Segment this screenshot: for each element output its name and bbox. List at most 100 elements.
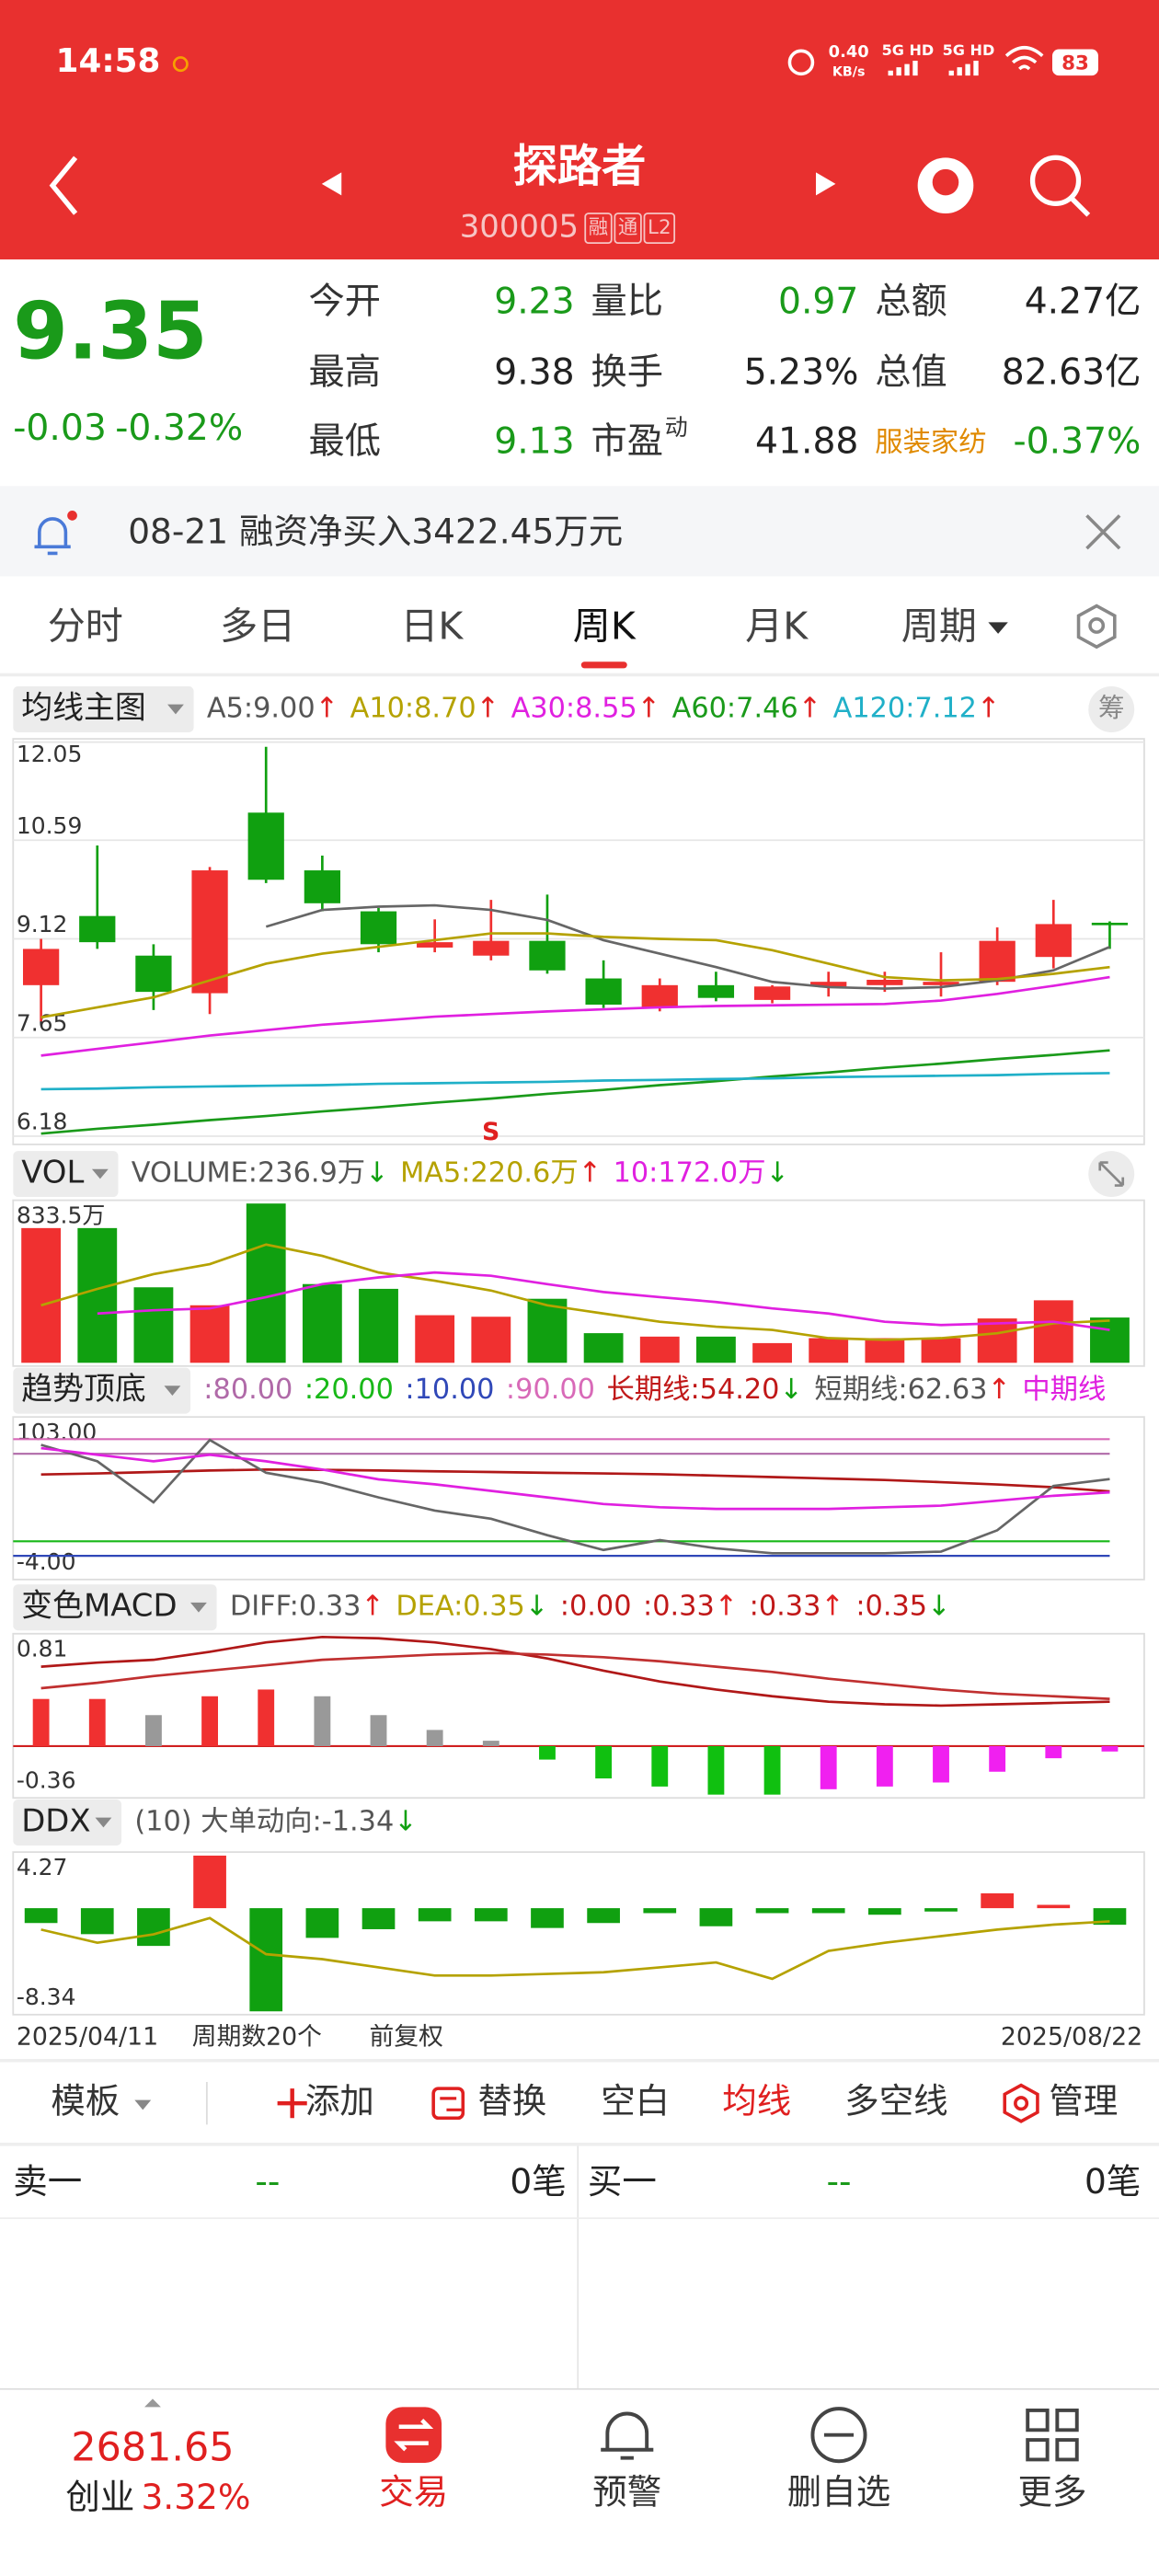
bar (865, 1338, 905, 1363)
search-icon[interactable] (1029, 155, 1082, 206)
y-tick-label: 10.59 (17, 812, 82, 839)
bar (695, 1336, 736, 1363)
bar (587, 1908, 620, 1924)
indicator-line (40, 1243, 1110, 1341)
field-label: 最低 (309, 420, 381, 462)
field-value: 5.23% (744, 351, 859, 393)
alarm-icon (787, 49, 815, 76)
price-change-pct: -0.32% (115, 408, 243, 449)
tab[interactable]: 多日 (220, 604, 295, 649)
field-value: 0.97 (778, 282, 858, 323)
bar (314, 1696, 331, 1746)
chip-button[interactable] (1088, 686, 1135, 732)
indicator-value: :90.00 (506, 1374, 595, 1406)
signal-marker: S (482, 1118, 499, 1146)
bar (981, 1892, 1015, 1909)
bar (707, 1745, 725, 1795)
bar (415, 1315, 455, 1363)
candle-body (810, 982, 847, 987)
candle-body (585, 978, 622, 1005)
indicator-dropdown (91, 1168, 109, 1179)
bar (24, 1908, 58, 1924)
field-label: 服装家纺 (875, 426, 986, 458)
indicator-value: MA5:220.6万 (400, 1157, 579, 1190)
nav-item[interactable]: 交易 (379, 2471, 448, 2512)
y-tick-label: 103.00 (17, 1419, 97, 1445)
indicator-select[interactable] (13, 1800, 122, 1846)
bar (595, 1745, 613, 1779)
toolbar-item[interactable]: 多空线 (844, 2081, 947, 2122)
signal-icon (888, 61, 979, 76)
badge-text: 通 (618, 216, 637, 239)
bar (643, 1908, 677, 1914)
tab[interactable]: 周K (573, 604, 637, 649)
search-handle (1070, 197, 1091, 217)
buy-volume: 0笔 (1084, 2161, 1141, 2202)
candle-body (529, 940, 566, 971)
indicator-arrow: ↓ (365, 1157, 388, 1190)
toolbar-item[interactable]: 模板 (51, 2081, 120, 2122)
index-name: 创业 (65, 2477, 134, 2517)
bar (583, 1333, 624, 1363)
y-tick-label: -0.36 (17, 1766, 76, 1793)
toolbar-item[interactable]: 管理 (1049, 2081, 1118, 2122)
bar (302, 1283, 342, 1363)
notice-text[interactable]: 08-21 融资净买入3422.45万元 (128, 512, 623, 552)
tab[interactable]: 日K (400, 604, 464, 649)
toolbar-dropdown (134, 2099, 152, 2110)
field-label: 总值 (875, 351, 947, 393)
indicator-value: 中期线 (1022, 1374, 1106, 1406)
battery-level: 83 (1061, 52, 1089, 75)
bar (820, 1745, 837, 1789)
indicator-select[interactable] (13, 1151, 119, 1198)
indicator-arrow: ↑ (476, 692, 499, 724)
indicator-select[interactable] (13, 1584, 217, 1631)
candle-body (923, 982, 959, 985)
bar (977, 1318, 1017, 1363)
bar (763, 1745, 781, 1795)
bar (482, 1741, 499, 1746)
indicator-arrow: ↑ (977, 692, 1000, 724)
tab[interactable]: 周期 (901, 604, 977, 649)
nav-item[interactable]: 预警 (592, 2471, 661, 2512)
tab[interactable]: 分时 (48, 604, 123, 649)
toolbar-item[interactable]: 替换 (477, 2081, 546, 2122)
notice-close[interactable] (1085, 514, 1121, 550)
indicator-value: 短期线:62.63 (814, 1374, 987, 1406)
indicator-select[interactable] (13, 1367, 191, 1414)
indicator-name: DDX (21, 1803, 90, 1839)
bar (77, 1227, 118, 1363)
next-stock[interactable] (815, 172, 836, 196)
manage-icon (1003, 2083, 1039, 2123)
bar (370, 1715, 387, 1746)
bar (426, 1730, 443, 1746)
index-value[interactable]: 2681.65 (71, 2424, 234, 2470)
indicator-line (97, 1271, 1110, 1331)
field-value: 41.88 (755, 420, 858, 462)
y-tick-label: 9.12 (17, 911, 68, 937)
toolbar-item[interactable]: 添加 (305, 2081, 374, 2122)
toolbar-item[interactable]: 空白 (601, 2081, 670, 2122)
indicator-select[interactable] (13, 686, 194, 732)
toolbar: 模板 添加 替换 空白 均线 多空线 管理 (51, 2081, 1118, 2125)
index-caret (144, 2398, 161, 2408)
bar (258, 1689, 275, 1746)
y-tick-label: 0.81 (17, 1636, 68, 1662)
nav-item[interactable]: 更多 (1018, 2471, 1087, 2512)
candle-body (866, 979, 903, 985)
nav-item[interactable]: 删自选 (787, 2471, 890, 2512)
notice-bg (0, 486, 1159, 577)
bell-icon (34, 517, 71, 556)
back-button[interactable] (49, 155, 78, 215)
replace-icon (431, 2087, 465, 2121)
prev-stock[interactable] (321, 172, 342, 196)
settings-icon[interactable] (1076, 604, 1117, 650)
toolbar-item[interactable]: 均线 (722, 2081, 791, 2122)
header-bg (0, 0, 1159, 259)
tab[interactable]: 月K (745, 604, 809, 649)
indicator-value: :0.00 (560, 1591, 632, 1623)
indicator-dropdown (167, 704, 184, 715)
net-speed-unit: KB/s (832, 65, 866, 80)
